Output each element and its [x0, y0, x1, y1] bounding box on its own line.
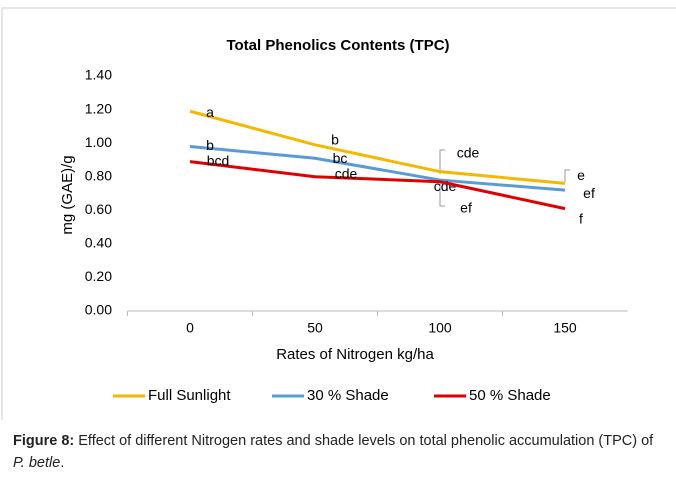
- chart: Total Phenolics Contents (TPC) Rates of …: [1, 7, 676, 420]
- caption-species: P. betle: [13, 455, 61, 471]
- x-axis-label: Rates of Nitrogen kg/ha: [276, 346, 434, 363]
- point-label: ef: [460, 199, 472, 215]
- point-label: cde: [457, 144, 480, 160]
- y-tick-label: 0.00: [85, 302, 112, 318]
- y-tick-label: 1.00: [85, 134, 112, 150]
- point-label: bc: [333, 150, 348, 166]
- legend-label: 50 % Shade: [469, 387, 551, 404]
- x-tick-label: 50: [307, 320, 323, 336]
- point-label: a: [206, 104, 214, 120]
- point-label: b: [331, 132, 339, 148]
- legend-label: Full Sunlight: [148, 387, 231, 404]
- point-label: f: [579, 210, 583, 226]
- y-tick-label: 1.40: [85, 67, 112, 83]
- frame: [1, 7, 676, 420]
- y-tick-label: 0.40: [85, 235, 112, 251]
- caption: Figure 8: Effect of different Nitrogen r…: [13, 430, 668, 474]
- chart-title: Total Phenolics Contents (TPC): [226, 37, 449, 54]
- label-bracket: [564, 169, 570, 182]
- y-tick-label: 1.20: [85, 100, 112, 116]
- point-label: e: [577, 167, 585, 183]
- series-line: [189, 145, 566, 192]
- x-tick-label: 0: [186, 320, 194, 336]
- point-label: ef: [583, 185, 595, 201]
- y-axis-label: mg (GAE)/g: [59, 155, 76, 234]
- point-label: bcd: [207, 152, 230, 168]
- label-bracket: [439, 149, 445, 207]
- y-tick-label: 0.60: [85, 201, 112, 217]
- caption-text: Effect of different Nitrogen rates and s…: [74, 433, 654, 449]
- y-tick-label: 0.80: [85, 167, 112, 183]
- point-label: b: [206, 137, 214, 153]
- x-tick-label: 150: [553, 320, 577, 336]
- series-line: [189, 109, 566, 185]
- caption-label: Figure 8:: [13, 433, 75, 449]
- point-label: cde: [335, 165, 358, 181]
- series-line: [189, 160, 566, 211]
- legend-label: 30 % Shade: [307, 387, 389, 404]
- caption-end: .: [60, 455, 65, 471]
- y-tick-label: 0.20: [85, 268, 112, 284]
- x-tick-label: 100: [428, 320, 452, 336]
